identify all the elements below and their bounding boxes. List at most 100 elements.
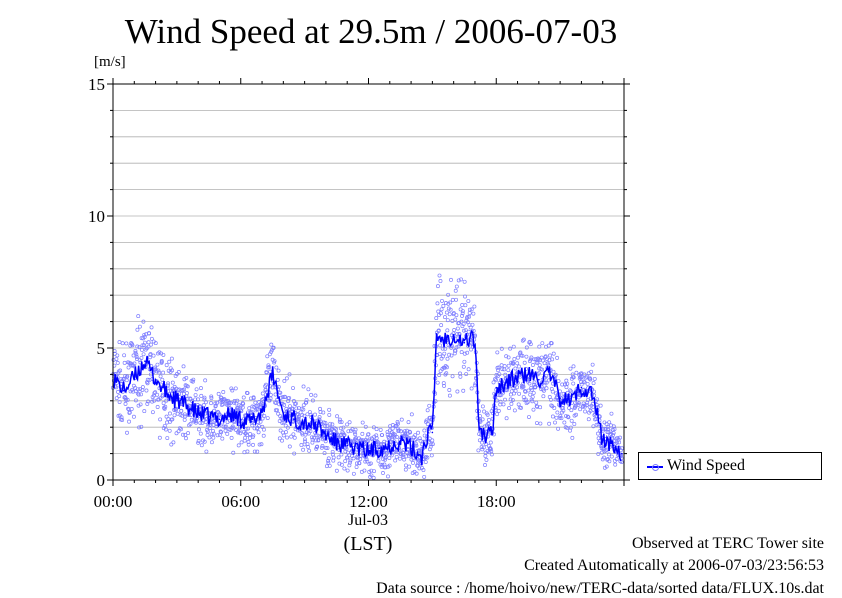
sample-point	[246, 440, 251, 444]
data-point	[427, 431, 429, 434]
sample-point	[548, 353, 552, 358]
sample-point	[170, 380, 175, 385]
sample-point	[284, 376, 289, 381]
sample-point	[444, 371, 449, 376]
y-axis-unit-label: [m/s]	[94, 54, 126, 70]
sample-point	[454, 297, 459, 302]
sample-point	[551, 351, 556, 356]
sample-point	[219, 430, 224, 435]
sample-point	[374, 427, 379, 432]
sample-point	[480, 404, 485, 409]
sample-point	[283, 423, 288, 428]
sample-point	[261, 427, 266, 432]
sample-point	[466, 299, 471, 303]
sample-point	[455, 389, 460, 394]
sample-point	[342, 466, 347, 471]
sample-point	[271, 345, 276, 350]
sample-point	[130, 343, 135, 348]
sample-point	[462, 351, 467, 356]
sample-point	[136, 387, 140, 392]
sample-point	[406, 420, 411, 425]
sample-point	[372, 469, 377, 474]
sample-point	[166, 381, 171, 386]
sample-point	[245, 449, 250, 454]
sample-point	[160, 377, 165, 382]
sample-point	[414, 437, 419, 442]
sample-point	[547, 358, 552, 363]
sample-point	[458, 374, 463, 379]
x-axis-unit-label: (LST)	[343, 533, 393, 555]
chart-title: Wind Speed at 29.5m / 2006-07-03	[124, 12, 618, 51]
series-line	[112, 329, 623, 466]
sample-point	[443, 346, 448, 351]
sample-point	[606, 452, 611, 457]
series-line-wind-speed	[112, 329, 622, 466]
sample-point	[387, 456, 392, 460]
sample-point	[584, 403, 589, 408]
sample-point	[380, 433, 385, 437]
sample-point	[221, 402, 225, 407]
sample-point	[143, 340, 147, 345]
sample-point	[461, 388, 466, 393]
data-point	[154, 378, 157, 381]
sample-point	[357, 461, 362, 466]
sample-point	[443, 301, 448, 305]
sample-point	[366, 438, 371, 443]
sample-point	[140, 347, 144, 352]
sample-point	[550, 389, 555, 394]
sample-point	[339, 420, 344, 424]
sample-point	[566, 415, 571, 420]
sample-point	[506, 355, 511, 360]
sample-point	[328, 421, 333, 426]
sample-point	[238, 431, 243, 436]
sample-point	[503, 372, 508, 377]
sample-point	[459, 350, 464, 355]
sample-point	[193, 397, 198, 402]
sample-point	[413, 441, 418, 446]
sample-point	[259, 442, 264, 447]
y-tick-label: 5	[97, 339, 106, 358]
sample-point	[280, 438, 284, 443]
sample-point	[396, 428, 401, 433]
sample-point	[302, 437, 307, 442]
sample-point	[269, 342, 274, 347]
sample-point	[570, 435, 575, 440]
sample-point	[122, 353, 127, 358]
sample-point	[247, 406, 252, 411]
sample-point	[460, 311, 465, 316]
sample-point	[239, 440, 244, 445]
data-point	[176, 400, 178, 402]
sample-point	[438, 343, 443, 348]
sample-point	[246, 426, 251, 431]
sample-point	[463, 294, 467, 299]
sample-point	[259, 401, 264, 406]
sample-point	[404, 463, 408, 468]
sample-point	[339, 452, 344, 457]
data-point	[612, 444, 615, 447]
sample-point	[202, 439, 207, 444]
sample-point	[499, 363, 504, 368]
sample-point	[301, 407, 306, 412]
sample-point	[547, 421, 552, 426]
sample-point	[453, 348, 458, 353]
sample-point	[541, 388, 546, 393]
sample-point	[509, 401, 514, 406]
sample-point	[496, 408, 501, 413]
sample-point	[355, 456, 360, 461]
sample-point	[149, 336, 154, 341]
sample-point	[147, 331, 152, 336]
sample-point	[306, 444, 311, 449]
sample-point	[488, 447, 493, 451]
sample-point	[448, 300, 453, 305]
sample-point	[327, 463, 332, 468]
sample-point	[436, 328, 441, 333]
sample-point	[534, 400, 539, 405]
sample-point	[381, 471, 385, 475]
sample-point	[565, 414, 570, 419]
sample-point	[248, 432, 252, 436]
sample-point	[607, 459, 612, 464]
sample-point	[132, 361, 137, 366]
sample-point	[194, 420, 198, 425]
sample-point	[202, 395, 207, 400]
data-point	[591, 392, 593, 394]
